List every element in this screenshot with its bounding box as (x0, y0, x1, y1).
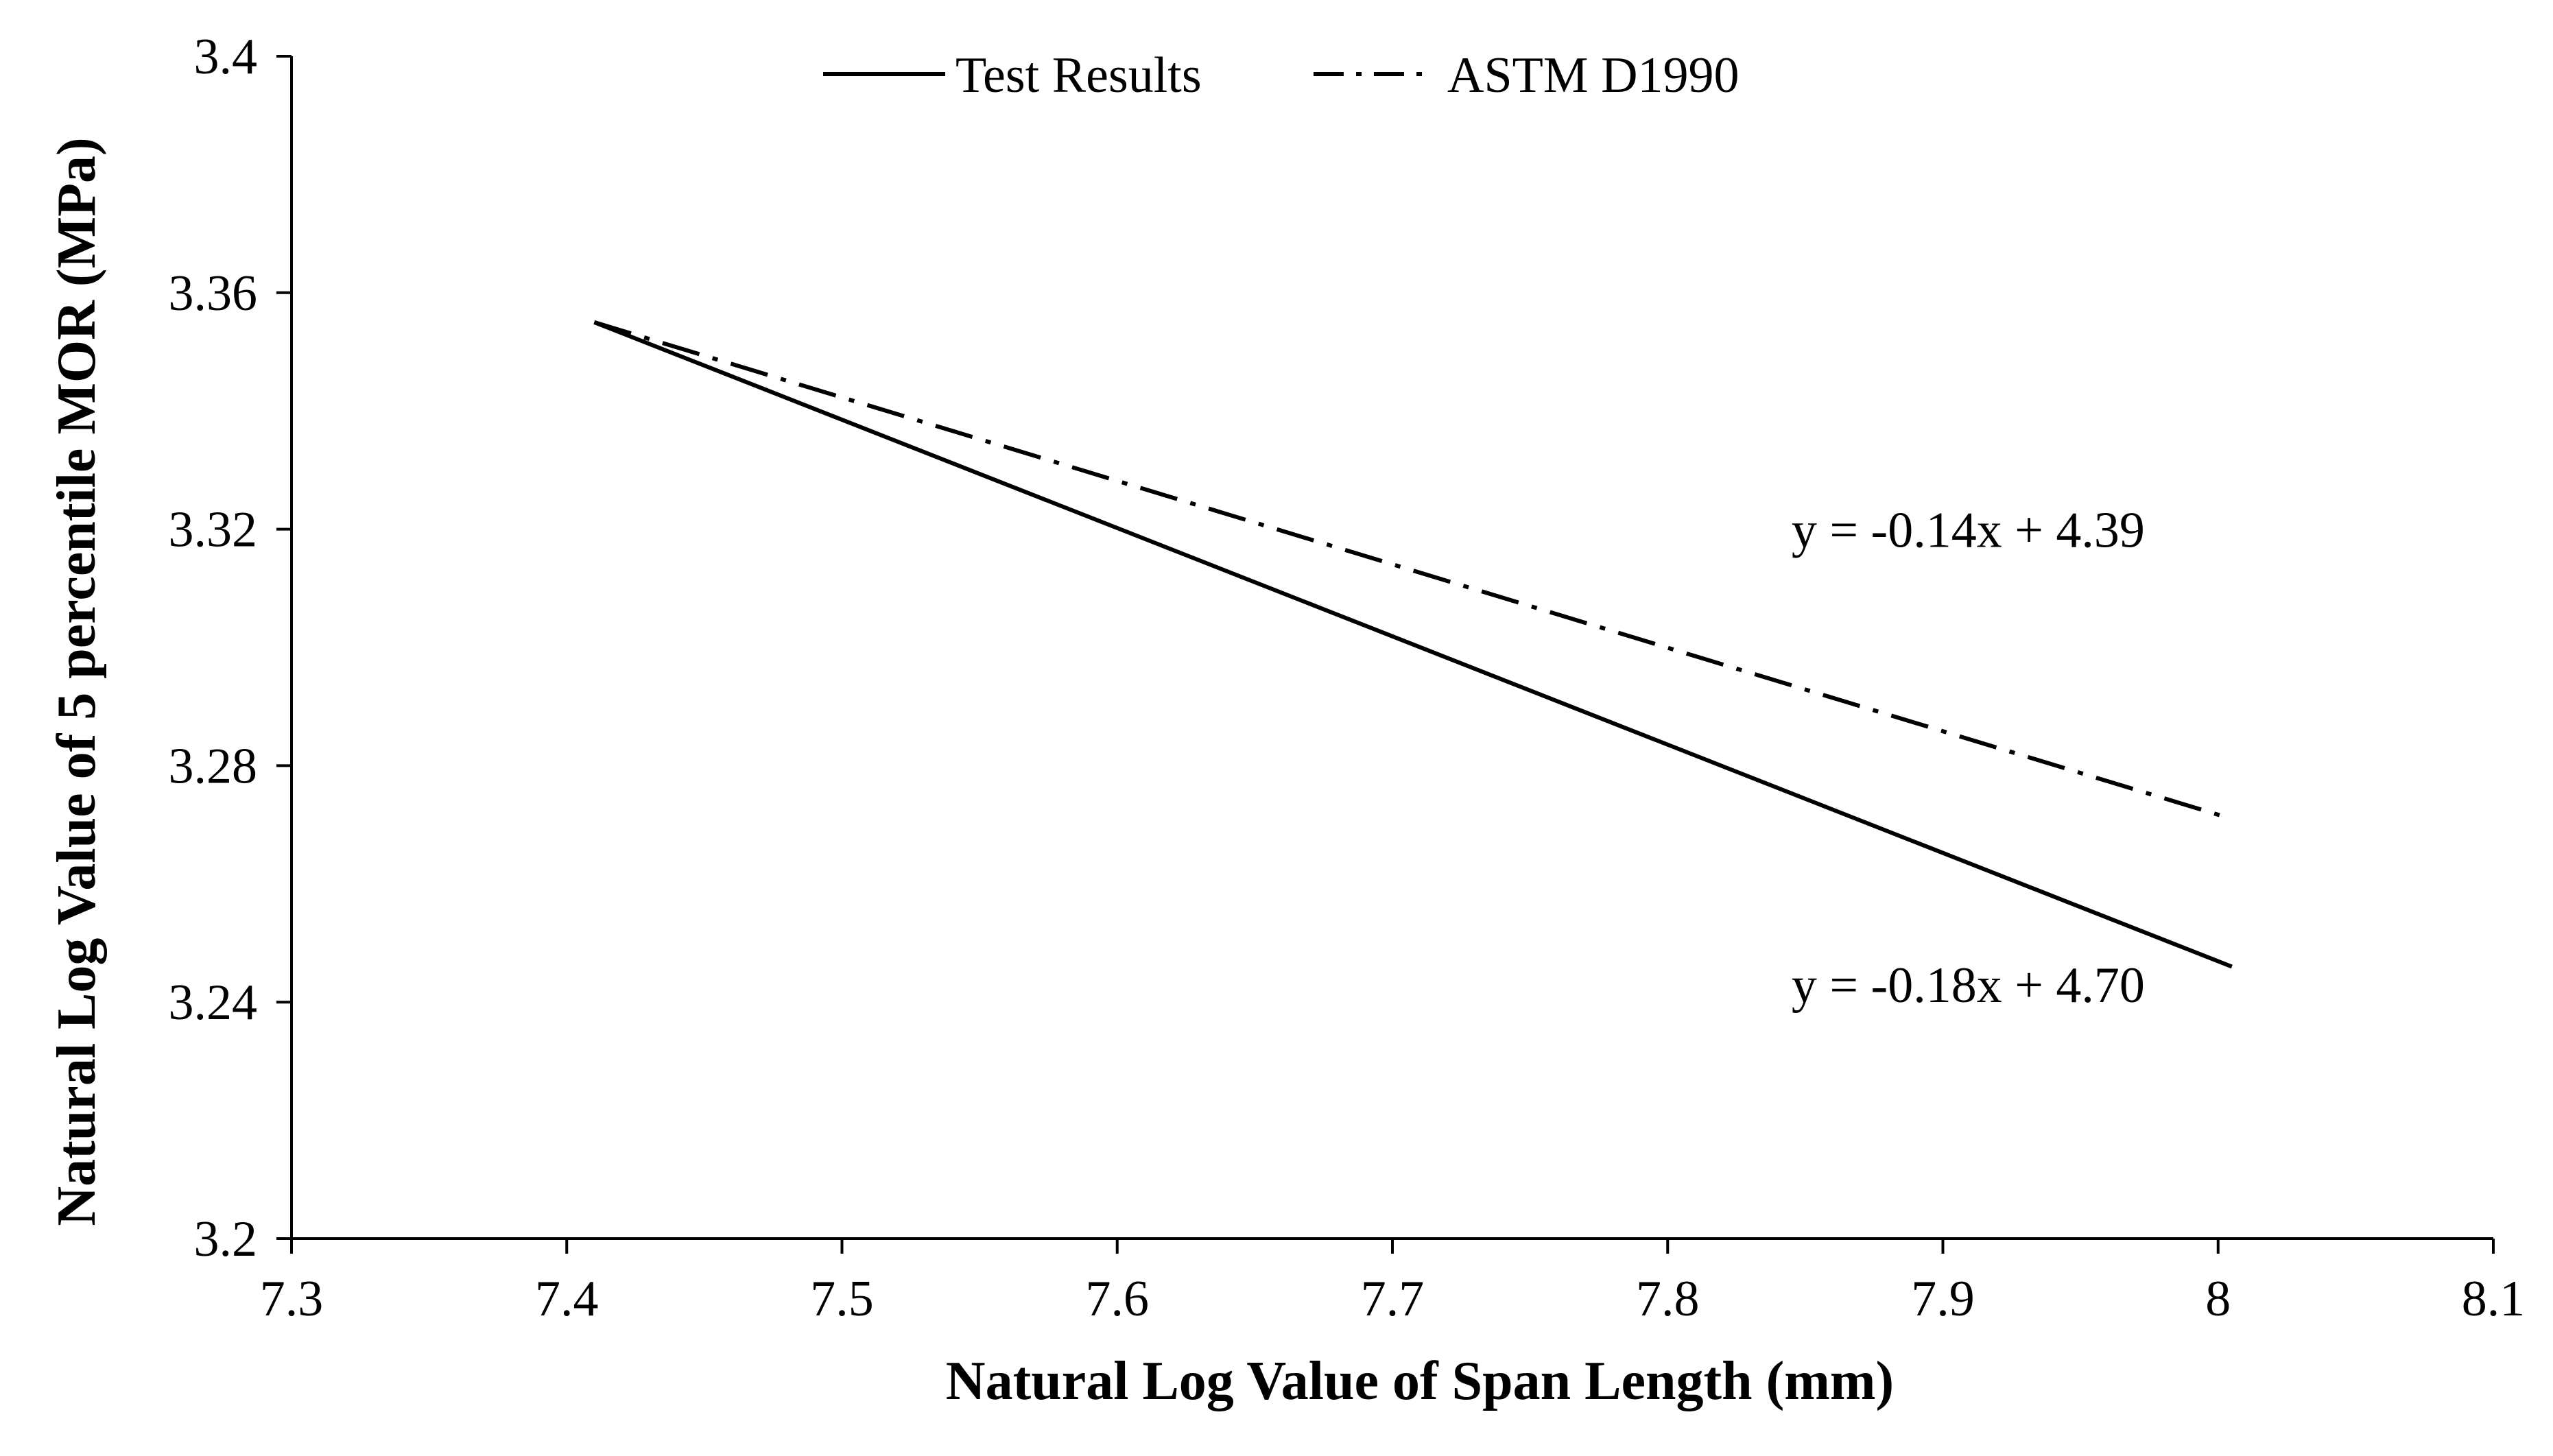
x-tick-label: 7.5 (810, 1271, 874, 1327)
x-tick-label: 7.8 (1636, 1271, 1700, 1327)
y-tick-label: 3.32 (169, 502, 258, 558)
x-axis-title: Natural Log Value of Span Length (mm) (946, 1351, 1894, 1411)
series-line-test-results (593, 320, 2233, 969)
y-tick-label: 3.36 (169, 265, 258, 322)
y-tick-label: 3.4 (194, 29, 258, 85)
legend: Test Results ASTM D1990 (823, 47, 1739, 104)
x-tick-label: 7.9 (1911, 1271, 1975, 1327)
x-tick-label: 7.4 (535, 1271, 599, 1327)
y-tick-label: 3.24 (169, 975, 258, 1031)
x-tick-label: 7.7 (1361, 1271, 1425, 1327)
legend-label: Test Results (955, 47, 1202, 104)
equation-annotation: y = -0.18x + 4.70 (1792, 957, 2145, 1014)
tick-marks (276, 55, 2495, 1254)
x-tick-label: 8.1 (2462, 1271, 2526, 1327)
x-tick-label: 7.6 (1086, 1271, 1150, 1327)
series-lines (593, 320, 2233, 969)
equation-annotation: y = -0.14x + 4.39 (1792, 502, 2145, 558)
y-tick-label: 3.28 (169, 738, 258, 794)
x-tick-label: 7.3 (260, 1271, 324, 1327)
annotations: y = -0.14x + 4.39 y = -0.18x + 4.70 (1792, 502, 2145, 1014)
axes (290, 56, 2493, 1240)
legend-label: ASTM D1990 (1447, 47, 1739, 104)
series-line-astm-d1990 (593, 320, 2233, 821)
y-axis-title: Natural Log Value of 5 percentile MOR (M… (47, 137, 107, 1226)
x-tick-label: 8 (2205, 1271, 2231, 1327)
y-tick-label: 3.2 (194, 1211, 258, 1267)
tick-labels: 7.3 7.4 7.5 7.6 7.7 7.8 7.9 8 8.1 3.2 3.24 3.28 3.32… (169, 29, 2526, 1327)
